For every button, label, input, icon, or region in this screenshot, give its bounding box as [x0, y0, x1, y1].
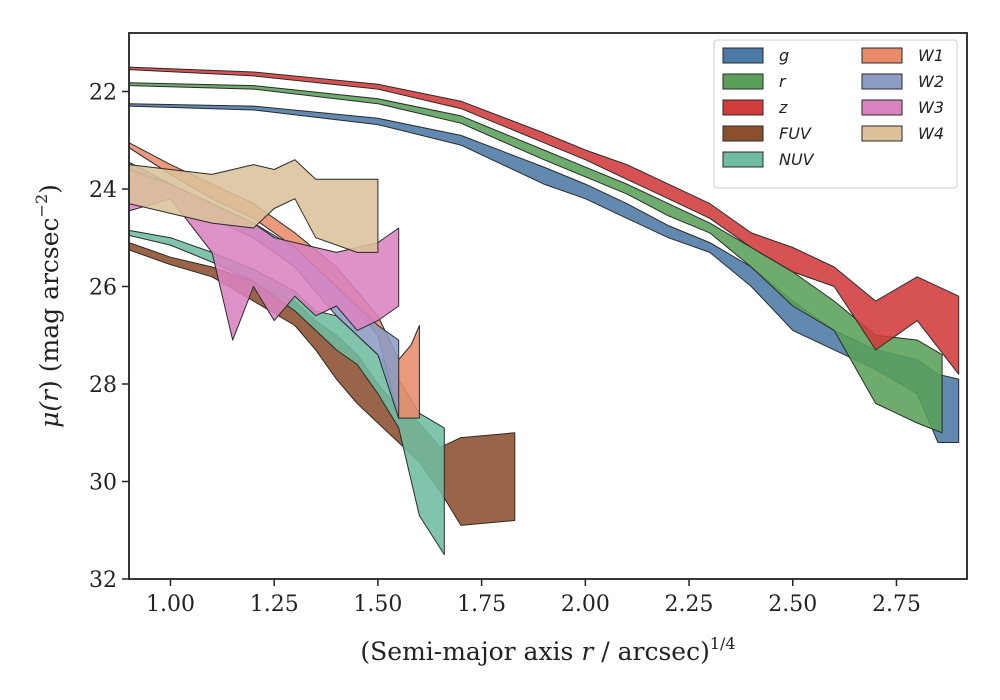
x-tick-label: 2.75 [872, 592, 921, 617]
legend-label-r: r [779, 72, 787, 91]
legend-swatch-nuv [722, 151, 764, 168]
series-band-r [129, 82, 943, 434]
legend-label-g: g [779, 46, 789, 65]
legend-swatch-fuv [722, 125, 764, 142]
legend-swatch-z [722, 99, 764, 116]
legend-label-z: z [778, 98, 788, 117]
x-tick-label: 1.75 [457, 592, 506, 617]
legend-label-w3: W3 [918, 98, 944, 117]
series-band-g [129, 103, 960, 443]
legend-swatch-g [722, 47, 764, 64]
x-tick-label: 2.25 [665, 592, 714, 617]
legend-label-nuv: NUV [779, 150, 815, 169]
x-axis-label: (Semi-major axis r / arcsec)1/4 [360, 634, 735, 666]
y-tick-label: 32 [89, 568, 117, 593]
legend-swatch-r [722, 73, 764, 90]
legend-swatch-w1 [861, 47, 903, 64]
x-axis: 1.00 1.25 1.50 1.75 2.00 2.25 2.50 2.75 [146, 579, 921, 617]
series-band-z [129, 66, 960, 375]
plot-frame [128, 32, 968, 580]
y-tick-label: 28 [89, 373, 117, 398]
legend-label-w2: W2 [918, 72, 944, 91]
x-tick-label: 1.00 [146, 592, 195, 617]
y-tick-label: 24 [89, 178, 117, 203]
x-tick-label: 2.00 [561, 592, 610, 617]
legend-label-w4: W4 [918, 124, 944, 143]
x-tick-label: 1.50 [353, 592, 402, 617]
y-axis: 22 24 26 28 30 32 [89, 81, 129, 593]
legend-swatch-w4 [861, 125, 903, 142]
legend-swatch-w3 [861, 99, 903, 116]
legend-label-w1: W1 [918, 46, 944, 65]
x-tick-label: 2.50 [768, 592, 817, 617]
series-layer [129, 66, 960, 556]
legend: grz FUV NUV W1 W2 W3 W4 [713, 39, 958, 189]
y-axis-label: μ(r) (mag arcsec−2) [32, 184, 64, 428]
legend-label-fuv: FUV [779, 124, 812, 143]
y-tick-label: 26 [89, 276, 117, 301]
y-tick-label: 30 [89, 471, 117, 496]
legend-swatch-w2 [861, 73, 903, 90]
y-tick-label: 22 [89, 81, 117, 106]
x-tick-label: 1.25 [250, 592, 299, 617]
series-band-w4 [129, 159, 379, 253]
